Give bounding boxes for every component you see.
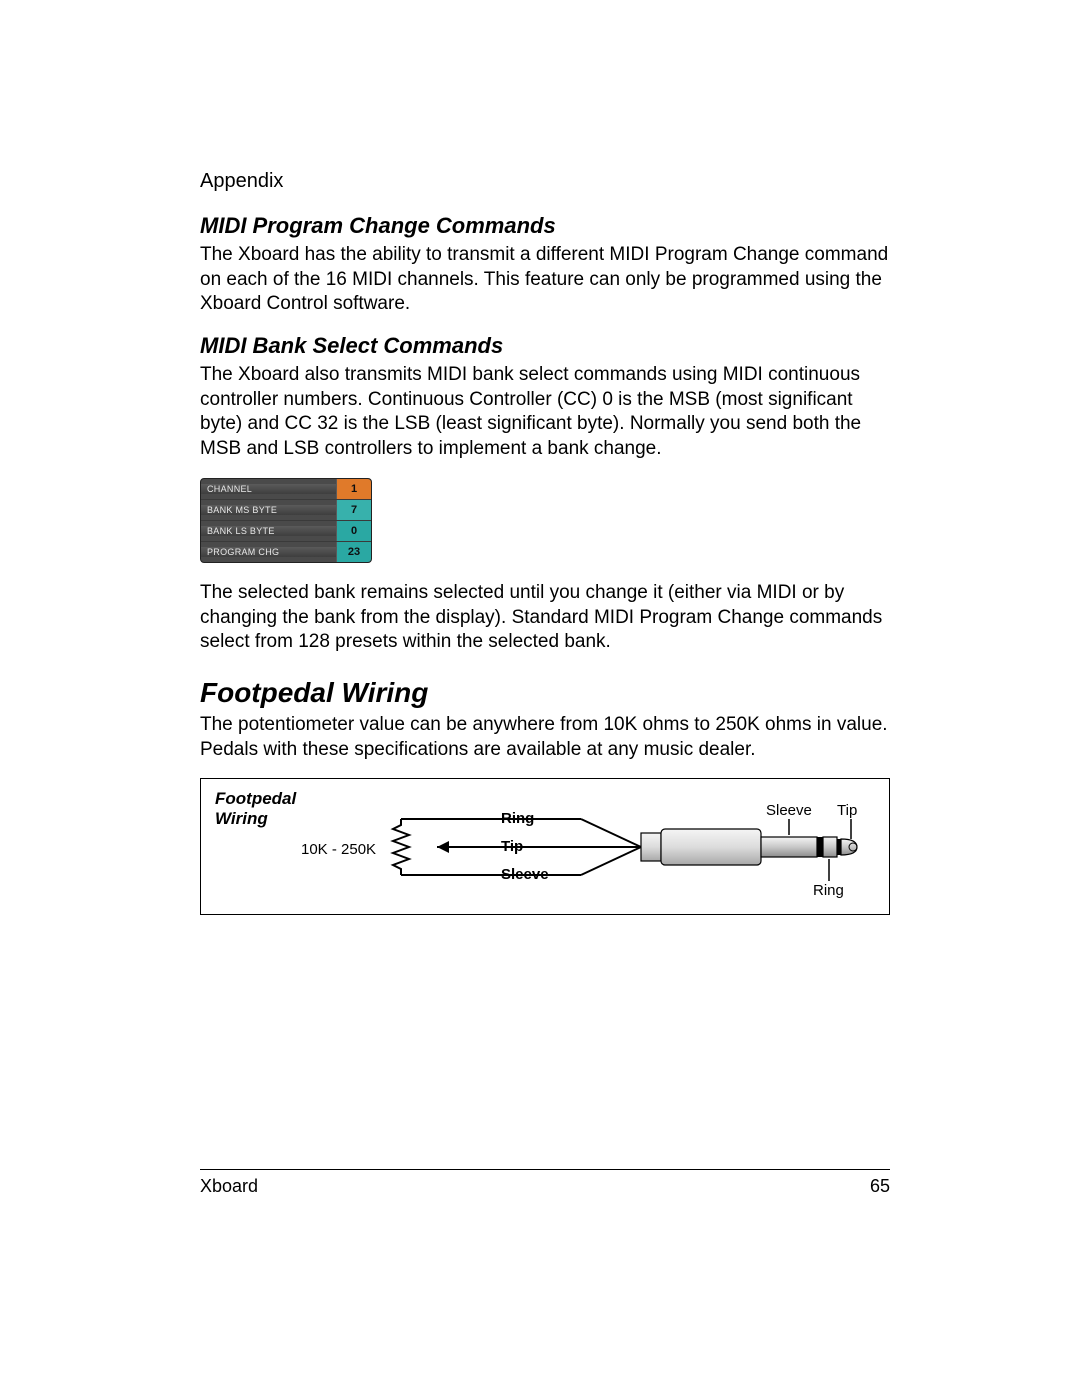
label-ring-plug: Ring	[813, 882, 844, 899]
widget-row: CHANNEL 1	[201, 479, 371, 499]
label-sleeve-plug: Sleeve	[766, 802, 812, 819]
label-ring-wire: Ring	[501, 810, 534, 827]
label-sleeve-wire: Sleeve	[501, 866, 549, 883]
widget-row: BANK LS BYTE 0	[201, 520, 371, 541]
paragraph-bank-note: The selected bank remains selected until…	[200, 581, 890, 655]
bank-select-widget: CHANNEL 1 BANK MS BYTE 7 BANK LS BYTE 0 …	[200, 478, 372, 563]
widget-value: 0	[336, 521, 371, 541]
label-tip-wire: Tip	[501, 838, 523, 855]
paragraph-program-change: The Xboard has the ability to transmit a…	[200, 243, 890, 317]
section-header: Appendix	[200, 170, 890, 193]
widget-value: 23	[336, 542, 371, 562]
heading-footpedal: Footpedal Wiring	[200, 677, 890, 709]
heading-program-change: MIDI Program Change Commands	[200, 213, 890, 239]
widget-row: PROGRAM CHG 23	[201, 541, 371, 562]
widget-value: 7	[336, 500, 371, 520]
page: Appendix MIDI Program Change Commands Th…	[0, 0, 1080, 1397]
paragraph-footpedal: The potentiometer value can be anywhere …	[200, 713, 890, 762]
widget-label: BANK LS BYTE	[201, 526, 336, 536]
widget-label: CHANNEL	[201, 484, 336, 494]
footer-product: Xboard	[200, 1176, 258, 1197]
widget-label: PROGRAM CHG	[201, 547, 336, 557]
page-footer: Xboard 65	[200, 1169, 890, 1197]
widget-value: 1	[336, 479, 371, 499]
footer-page-number: 65	[870, 1176, 890, 1197]
paragraph-bank-select: The Xboard also transmits MIDI bank sele…	[200, 363, 890, 462]
label-tip-plug: Tip	[837, 802, 857, 819]
footpedal-diagram: Footpedal Wiring 10K - 250K	[200, 778, 890, 915]
widget-label: BANK MS BYTE	[201, 505, 336, 515]
wiring-svg: Ring Tip Sleeve Sleeve Tip Ring	[201, 779, 889, 914]
heading-bank-select: MIDI Bank Select Commands	[200, 333, 890, 359]
widget-row: BANK MS BYTE 7	[201, 499, 371, 520]
